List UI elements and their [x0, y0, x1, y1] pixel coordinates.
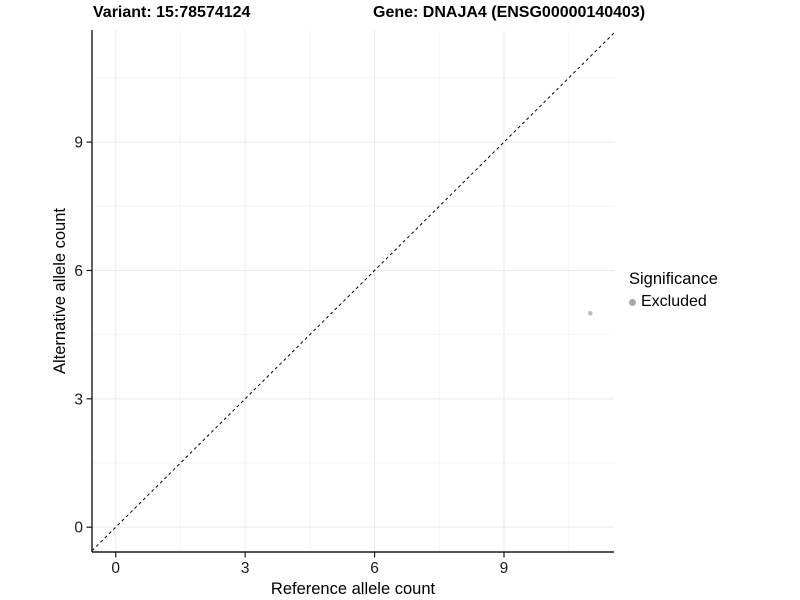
- legend-title: Significance: [629, 270, 718, 288]
- legend-entry-excluded: Excluded: [629, 293, 718, 311]
- y-tick-label: 6: [74, 263, 83, 280]
- data-point: [587, 310, 593, 316]
- legend: Significance Excluded: [629, 270, 718, 311]
- x-tick-label: 0: [111, 560, 120, 577]
- gene-title: Gene: DNAJA4 (ENSG00000140403): [373, 4, 646, 21]
- y-axis-title: Alternative allele count: [51, 208, 69, 375]
- x-tick-label: 6: [370, 560, 379, 577]
- x-axis-title: Reference allele count: [270, 580, 436, 598]
- y-tick-label: 0: [74, 520, 83, 537]
- y-tick-label: 9: [74, 135, 83, 152]
- x-tick-label: 3: [241, 560, 250, 577]
- legend-point-icon: [629, 298, 636, 306]
- variant-title: Variant: 15:78574124: [93, 4, 251, 21]
- y-tick-label: 3: [74, 391, 83, 408]
- identity-line: [91, 32, 615, 552]
- legend-entry-label: Excluded: [641, 293, 707, 310]
- x-tick-label: 9: [500, 560, 509, 577]
